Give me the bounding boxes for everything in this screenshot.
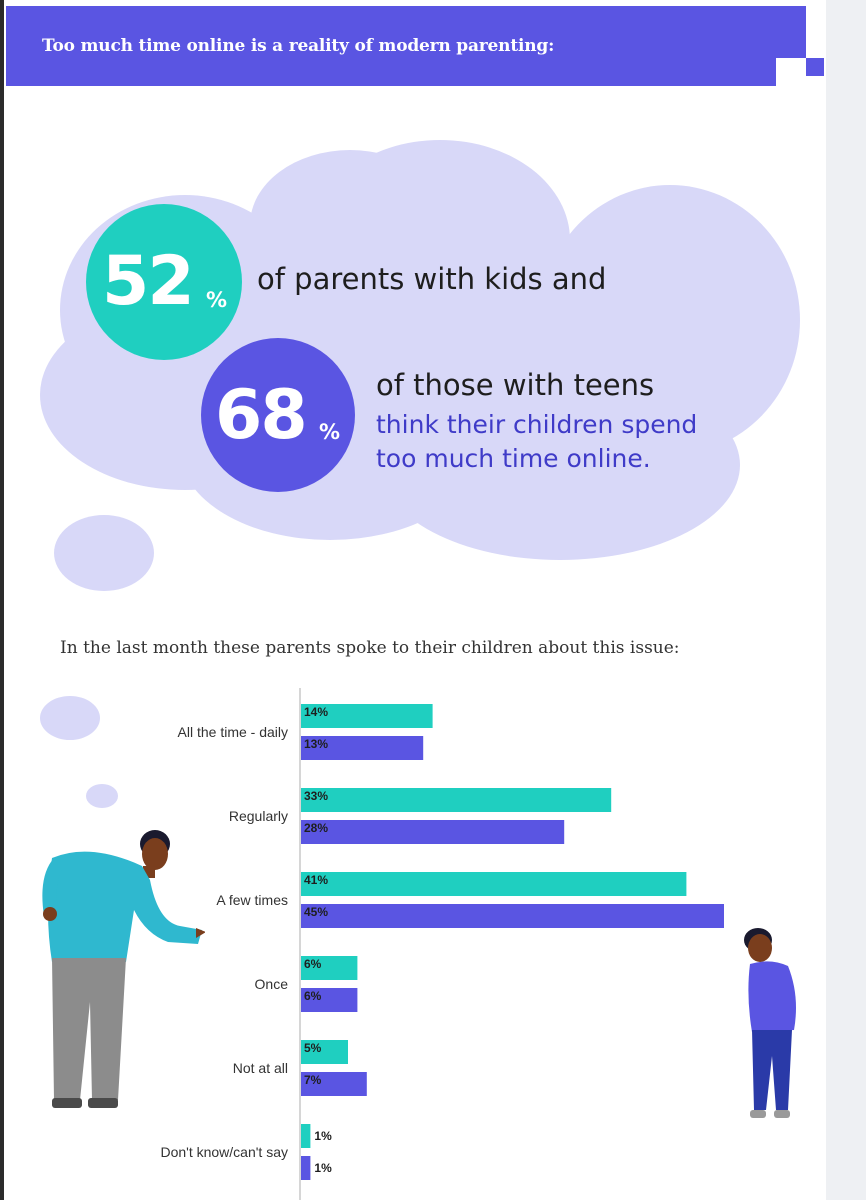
value-label: 1% [314,1161,332,1175]
category-label: Once [255,976,289,992]
stat-text-52: of parents with kids and [257,262,607,296]
bar [301,988,358,1012]
bar [301,1156,311,1180]
value-label: 28% [304,821,328,835]
stat-value-68: 68 [215,376,308,455]
value-label: 13% [304,737,328,751]
chart-title: In the last month these parents spoke to… [60,638,680,658]
banner-notch [776,58,808,88]
bar [301,1072,367,1096]
stat-text-68: of those with teens [376,368,655,402]
bar [301,736,424,760]
value-label: 14% [304,705,328,719]
value-label: 6% [304,957,322,971]
value-label: 1% [314,1129,332,1143]
value-label: 41% [304,873,328,887]
left-border [0,0,4,1200]
teen-standing-illustration [744,928,796,1118]
category-label: All the time - daily [178,724,288,740]
category-label: Regularly [229,808,288,824]
value-label: 45% [304,905,328,919]
title-banner: Too much time online is a reality of mod… [6,6,806,86]
stat-unit-52: % [206,288,228,312]
bar-chart: All the time - daily 14% 13% Regularly 33% 28… [160,688,724,1200]
category-label: Not at all [233,1060,288,1076]
bar [301,1124,311,1148]
page-title: Too much time online is a reality of mod… [42,36,555,56]
thought-bubble-small [54,515,154,591]
category-label: A few times [216,892,288,908]
value-label: 6% [304,989,322,1003]
stat-value-52: 52 [102,242,195,321]
bar [301,956,358,980]
adult-pointing-illustration [42,830,205,1108]
bar [301,704,433,728]
stat-text-continuation-1: think their children spend [376,410,698,439]
value-label: 5% [304,1041,322,1055]
stat-circle-68: 68 % [201,338,355,492]
decor-bubble-large [40,696,100,740]
stat-unit-68: % [319,420,341,444]
decor-bubble-small [86,784,118,808]
value-label: 7% [304,1073,322,1087]
bar [301,788,612,812]
stat-circle-52: 52 % [86,204,242,360]
value-label: 33% [304,789,328,803]
right-margin [826,0,866,1200]
stat-text-continuation-2: too much time online. [376,444,651,473]
banner-square-decoration [806,58,824,76]
bar [301,820,565,844]
category-label: Don't know/can't say [160,1144,288,1160]
bar [301,1040,348,1064]
bar [301,872,687,896]
bar [301,904,724,928]
